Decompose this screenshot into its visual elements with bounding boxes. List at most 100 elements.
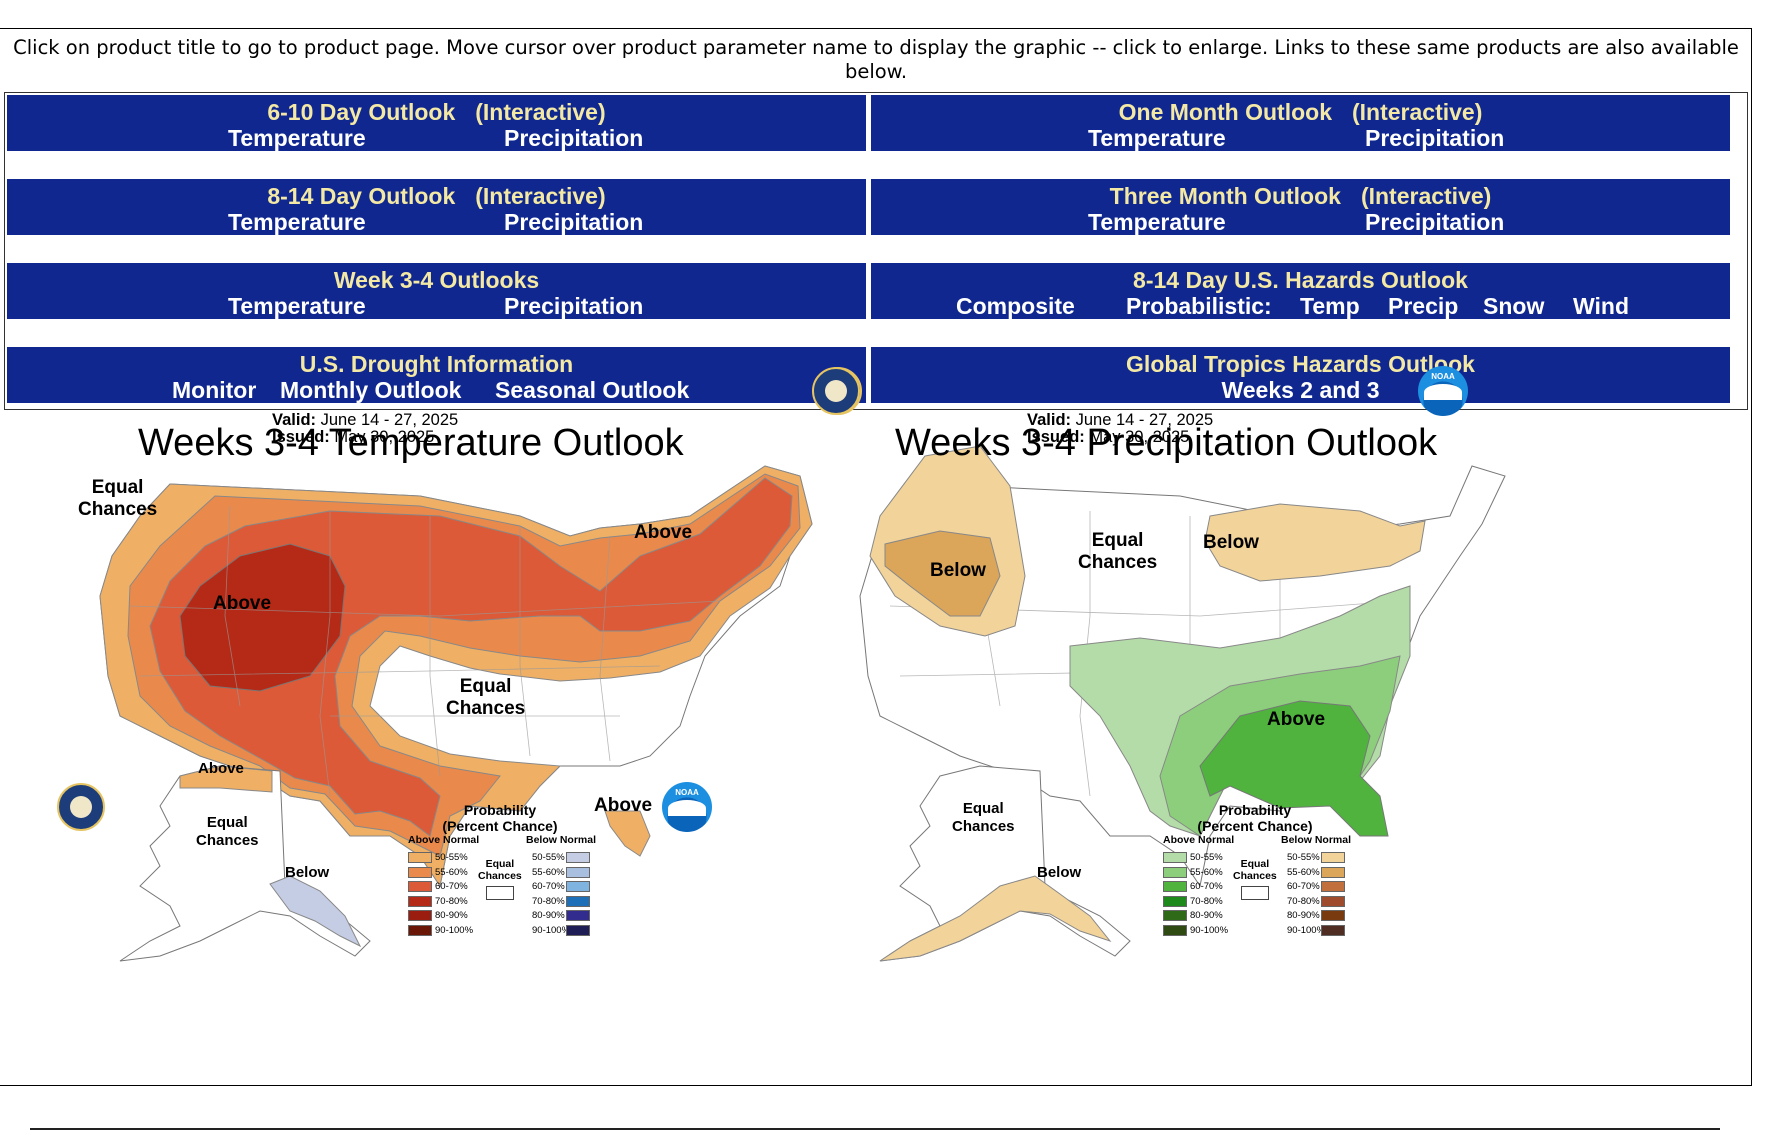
temp-legend: Probability (Percent Chance) Above Norma… (400, 800, 600, 940)
product-6-10-day: 6-10 Day Outlook (Interactive) Temperatur… (7, 95, 866, 151)
link-hazards-composite[interactable]: Composite (956, 293, 1075, 319)
precip-legend-above-swatch-3 (1163, 895, 1187, 907)
precip-legend-below-swatch-4 (1321, 910, 1345, 922)
precip-legend-above-range-5: 90-100% (1190, 925, 1229, 936)
precip-valid-label: Valid: (1027, 411, 1072, 429)
precip-label-above-se: Above (1267, 709, 1326, 730)
alaska-below-region (269, 875, 362, 948)
link-6-10-temperature[interactable]: Temperature (228, 125, 366, 151)
temp-legend-below-swatch-5 (566, 925, 590, 936)
hazards-probabilistic-label: Probabilistic: (1126, 293, 1272, 319)
link-month-temperature[interactable]: Temperature (1088, 125, 1226, 151)
temp-legend-above-swatch-0 (408, 852, 432, 863)
interactive-link-6-10-day[interactable]: (Interactive) (475, 99, 606, 125)
noaa-logo-icon: NOAA (662, 782, 712, 832)
precip-label-below-west: Below (930, 560, 986, 581)
product-drought: U.S. Drought Information Monitor Monthly… (7, 347, 866, 403)
link-hazards-snow[interactable]: Snow (1483, 293, 1545, 319)
precip-legend-title: Probability (Percent Chance) (1197, 802, 1313, 834)
noaa-logo-text-precip: NOAA (1431, 372, 1455, 381)
temp-legend-below-range-0: 50-55% (532, 852, 565, 863)
link-hazards-wind[interactable]: Wind (1573, 293, 1629, 319)
product-title-one-month[interactable]: One Month Outlook (1118, 99, 1332, 125)
temp-legend-below-swatch-0 (566, 852, 590, 863)
product-table: 6-10 Day Outlook (Interactive) Temperatur… (4, 92, 1748, 410)
temp-legend-above-range-3: 70-80% (435, 895, 468, 907)
link-drought-monthly[interactable]: Monthly Outlook (280, 377, 462, 403)
product-week-3-4: Week 3-4 Outlooks Temperature Precipitati… (7, 263, 866, 319)
product-title-hazards[interactable]: 8-14 Day U.S. Hazards Outlook (1133, 267, 1468, 293)
link-6-10-precipitation[interactable]: Precipitation (504, 125, 644, 151)
noaa-logo-icon-precip: NOAA (1418, 366, 1468, 416)
noaa-logo-text: NOAA (675, 788, 699, 797)
precip-legend-below-range-5: 90-100% (1287, 925, 1326, 936)
precip-legend-above-range-1: 55-60% (1190, 866, 1223, 878)
temp-legend-title: Probability (Percent Chance) (442, 802, 558, 834)
temp-label-above-ne: Above (634, 522, 693, 543)
link-8-14-temperature[interactable]: Temperature (228, 209, 366, 235)
alaska-below-region-precip (879, 875, 1112, 962)
temp-legend-ec-swatch (486, 886, 514, 900)
precip-legend-below-range-1: 55-60% (1287, 866, 1320, 878)
product-title-drought[interactable]: U.S. Drought Information (299, 351, 574, 377)
temperature-outlook-map[interactable]: NOAA (0, 416, 860, 1076)
link-drought-seasonal[interactable]: Seasonal Outlook (495, 377, 690, 403)
link-three-temperature[interactable]: Temperature (1088, 209, 1226, 235)
precip-legend-above-range-2: 60-70% (1190, 881, 1223, 893)
precip-legend-above-swatch-2 (1163, 881, 1187, 893)
precip-legend-below-swatch-3 (1321, 895, 1345, 907)
link-three-precipitation[interactable]: Precipitation (1365, 209, 1505, 235)
temp-legend-above-header: Above Normal (408, 834, 480, 846)
temp-legend-above-swatch-3 (408, 895, 432, 907)
temp-legend-below-range-3: 70-80% (532, 895, 565, 907)
interactive-link-one-month[interactable]: (Interactive) (1351, 99, 1483, 125)
product-one-month: One Month Outlook (Interactive) Temperatu… (871, 95, 1730, 151)
precip-issued-label: Issued: (1027, 428, 1085, 446)
temp-legend-below-swatch-1 (566, 866, 590, 878)
precip-above-se-60-70 (1199, 700, 1389, 837)
temp-legend-above-swatch-4 (408, 910, 432, 922)
temp-legend-below-swatch-3 (566, 895, 590, 907)
temp-above-70-80 (179, 543, 346, 692)
temp-legend-above-range-0: 50-55% (435, 852, 468, 863)
link-tropics-weeks[interactable]: Weeks 2 and 3 (1221, 377, 1380, 403)
temp-label-above-west: Above (213, 593, 272, 614)
product-title-tropics[interactable]: Global Tropics Hazards Outlook (1126, 351, 1475, 377)
link-drought-monitor[interactable]: Monitor (172, 377, 257, 403)
temp-issued-label: Issued: (272, 428, 330, 446)
precip-legend-ec-label: Equal Chances (1233, 858, 1277, 882)
product-title-8-14-day[interactable]: 8-14 Day Outlook (267, 183, 456, 209)
temp-issued: Issued: May 30, 2025 (272, 427, 434, 447)
product-title-week-3-4[interactable]: Week 3-4 Outlooks (333, 267, 540, 293)
precip-below-gl-50-55 (1204, 503, 1426, 582)
link-8-14-precipitation[interactable]: Precipitation (504, 209, 644, 235)
link-month-precipitation[interactable]: Precipitation (1365, 125, 1505, 151)
precip-legend-ec-swatch (1241, 886, 1269, 900)
precip-legend-below-range-0: 50-55% (1287, 852, 1320, 863)
link-wk34-temperature[interactable]: Temperature (228, 293, 366, 319)
temp-legend-above-range-2: 60-70% (435, 881, 468, 893)
temp-valid: Valid: June 14 - 27, 2025 (272, 410, 458, 430)
temperature-map-graphic (99, 465, 813, 962)
precipitation-map-title: Weeks 3-4 Precipitation Outlook (895, 422, 1438, 464)
link-hazards-temp[interactable]: Temp (1300, 293, 1360, 319)
temp-legend-below-range-5: 90-100% (532, 925, 571, 936)
precip-legend-above-header: Above Normal (1163, 834, 1235, 846)
precip-valid: Valid: June 14 - 27, 2025 (1027, 410, 1213, 430)
precip-legend-below-range-3: 70-80% (1287, 895, 1320, 907)
precipitation-outlook-map[interactable] (760, 367, 1620, 1076)
interactive-link-8-14-day[interactable]: (Interactive) (475, 183, 606, 209)
temp-legend-ec-label: Equal Chances (478, 858, 522, 882)
state-boundaries (129, 505, 721, 797)
product-three-month: Three Month Outlook (Interactive) Tempera… (871, 179, 1730, 235)
precip-legend-below-swatch-2 (1321, 881, 1345, 893)
temp-label-ak-ec: Equal Chances (196, 814, 259, 849)
link-wk34-precipitation[interactable]: Precipitation (504, 293, 644, 319)
temp-label-ec-center: Equal Chances (446, 676, 526, 719)
temp-legend-below-swatch-4 (566, 910, 590, 922)
link-hazards-precip[interactable]: Precip (1388, 293, 1459, 319)
product-title-6-10-day[interactable]: 6-10 Day Outlook (267, 99, 456, 125)
product-title-three-month[interactable]: Three Month Outlook (1109, 183, 1341, 209)
temp-issued-value: May 30, 2025 (334, 428, 435, 446)
interactive-link-three-month[interactable]: (Interactive) (1360, 183, 1492, 209)
